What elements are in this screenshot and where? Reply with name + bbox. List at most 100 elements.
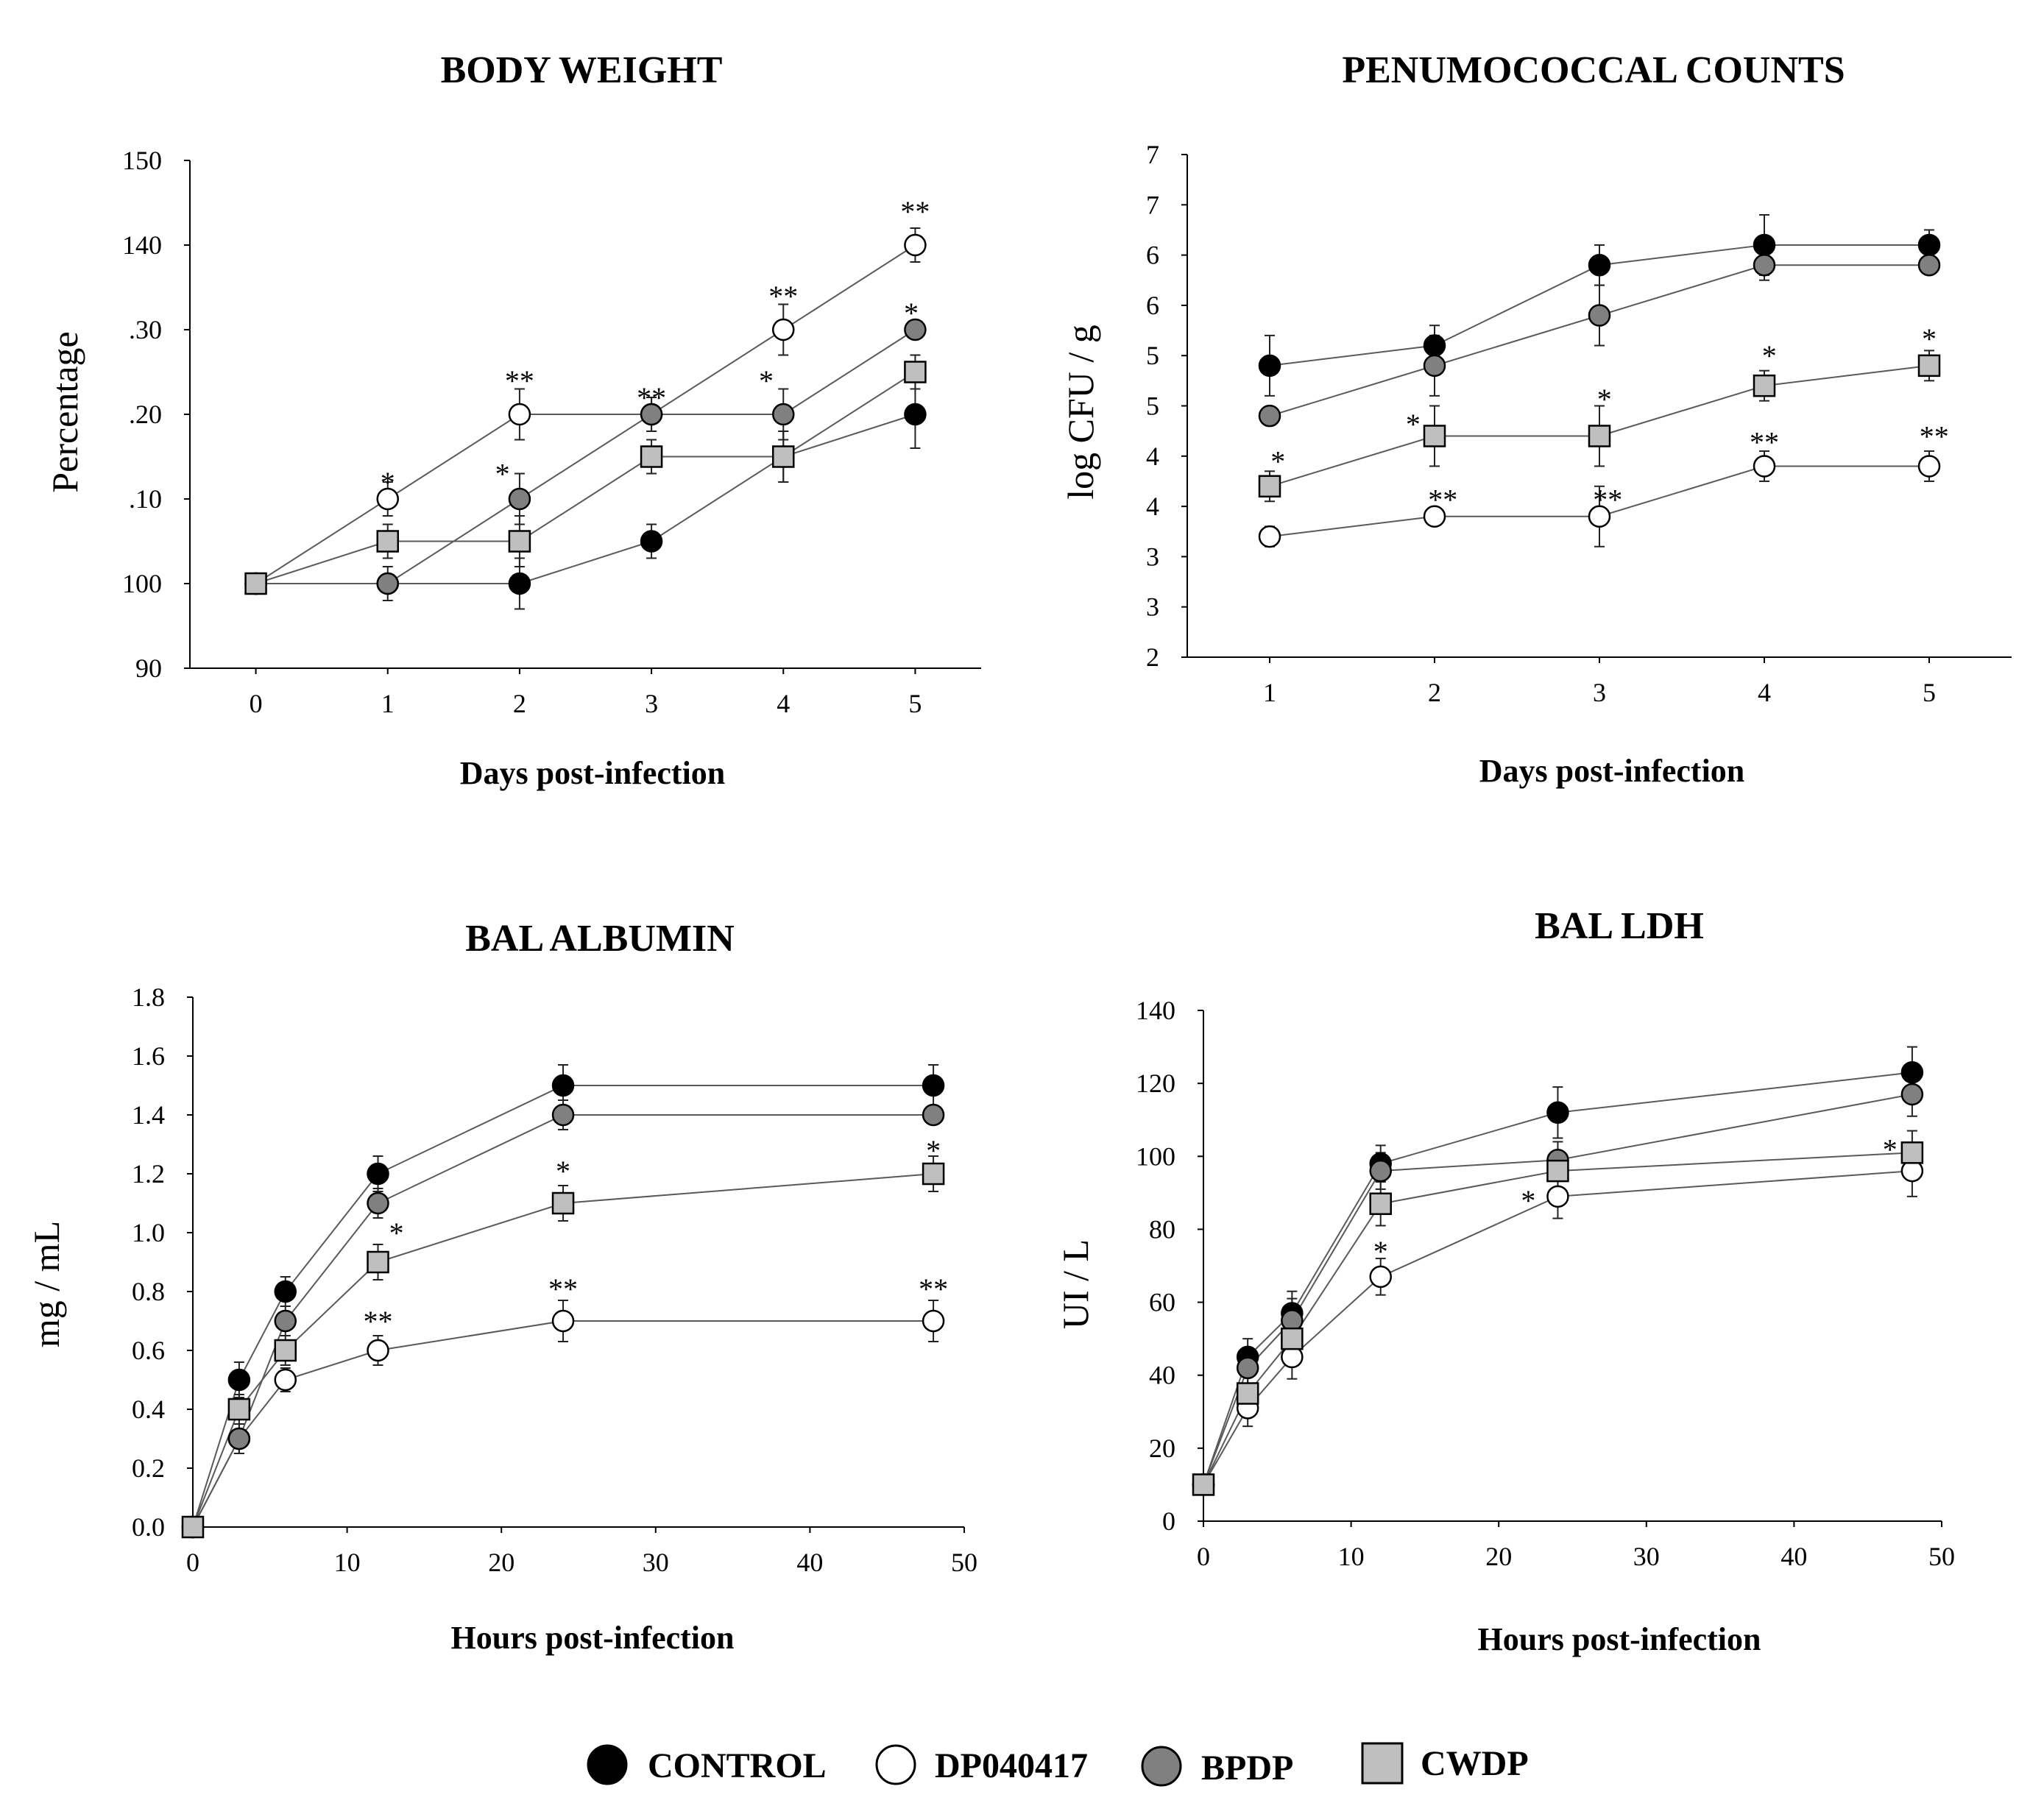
y-tick-label: 7: [1146, 190, 1159, 219]
data-point-bpdp: [1369, 1159, 1392, 1183]
legend-label-cwdp: CWDP: [1421, 1744, 1529, 1783]
x-tick-label: 4: [1758, 678, 1771, 707]
data-point-cwdp: [1369, 1192, 1392, 1215]
y-tick-label: 1.6: [132, 1041, 165, 1071]
data-point-cwdp: [1917, 354, 1941, 378]
data-point-control: [1588, 254, 1611, 277]
significance-marker: **: [1920, 419, 1949, 453]
x-axis-label: Hours post-infection: [451, 1620, 735, 1656]
legend-marker-bpdp: [1141, 1746, 1182, 1787]
y-axis-label: log CFU / g: [1060, 325, 1101, 500]
data-point-control: [1258, 354, 1281, 378]
data-point-bpdp: [1900, 1083, 1924, 1106]
legend-label-control: CONTROL: [648, 1746, 827, 1785]
significance-marker: *: [926, 1134, 941, 1167]
data-point-dp040417: [1423, 505, 1446, 528]
chart-title: BAL ALBUMIN: [465, 918, 735, 960]
data-point-bpdp: [1917, 254, 1941, 277]
significance-marker: *: [556, 1155, 570, 1188]
y-tick-label: 1.8: [132, 982, 165, 1012]
data-marks: [244, 227, 927, 610]
data-point-cwdp: [1281, 1327, 1304, 1350]
x-tick-label: 50: [951, 1548, 977, 1577]
significance-annotations: *********: [364, 1134, 949, 1338]
significance-marker: **: [1750, 426, 1779, 459]
significance-marker: *: [1597, 383, 1612, 416]
x-tick-label: 3: [645, 689, 658, 718]
data-point-dp040417: [508, 403, 531, 426]
data-point-bpdp: [274, 1309, 297, 1333]
data-point-dp040417: [551, 1309, 575, 1333]
legend-marker-control: [587, 1744, 628, 1785]
significance-marker: *: [1521, 1184, 1535, 1217]
tick-labels: 2 3 3 4 4 5 5 6 6 7 7 1 2 3 4 5: [1146, 140, 1936, 707]
x-tick-label: 30: [643, 1548, 669, 1577]
y-tick-label: 5: [1146, 392, 1159, 421]
data-point-cwdp: [1192, 1473, 1215, 1496]
data-point-cwdp: [922, 1162, 945, 1186]
significance-marker: **: [1428, 483, 1457, 517]
legend-item-dp040417: DP040417: [875, 1744, 1088, 1785]
x-tick-label: 50: [1928, 1542, 1955, 1571]
data-point-dp040417: [1369, 1265, 1392, 1289]
significance-marker: *: [759, 364, 774, 397]
data-point-cwdp: [1258, 475, 1281, 498]
x-tick-label: 20: [1485, 1542, 1512, 1571]
y-tick-label: 0: [1162, 1506, 1175, 1536]
y-tick-label: 1.2: [132, 1159, 165, 1189]
axes: [1198, 1010, 1942, 1527]
x-tick-label: 3: [1593, 678, 1606, 707]
y-tick-label: 40: [1149, 1361, 1175, 1390]
x-tick-label: 20: [488, 1548, 514, 1577]
y-tick-label: 0.8: [132, 1277, 165, 1306]
legend-marker-dp040417: [875, 1744, 916, 1785]
x-axis-label: Days post-infection: [1479, 753, 1745, 789]
y-tick-label: 140: [1136, 996, 1175, 1025]
chart-title: BAL LDH: [1535, 905, 1704, 947]
x-tick-label: 10: [334, 1548, 361, 1577]
y-tick-label: 60: [1149, 1288, 1175, 1317]
data-point-cwdp: [1753, 374, 1776, 397]
panel-bal-albumin: BAL ALBUMIN mg / mL Hours post-infection…: [26, 918, 977, 1656]
y-tick-label: .20: [129, 400, 162, 429]
y-tick-label: 100: [1136, 1141, 1175, 1171]
y-tick-label: .10: [129, 484, 162, 514]
series-line-bpdp: [255, 329, 916, 584]
y-tick-label: 120: [1136, 1069, 1175, 1098]
legend-marker-cwdp: [1361, 1742, 1404, 1785]
x-tick-label: 5: [1923, 678, 1936, 707]
data-point-cwdp: [1236, 1382, 1259, 1405]
data-point-dp040417: [922, 1309, 945, 1333]
significance-marker: **: [364, 1305, 393, 1338]
y-tick-label: 2: [1146, 642, 1159, 672]
significance-marker: **: [505, 364, 534, 397]
data-point-bpdp: [1753, 254, 1776, 277]
y-tick-label: .30: [129, 315, 162, 344]
axes: [184, 160, 981, 674]
significance-annotations: * * *: [1373, 1133, 1898, 1268]
data-marks: [1258, 213, 1941, 548]
data-point-dp040417: [772, 318, 795, 341]
x-tick-label: 2: [513, 689, 526, 718]
data-point-control: [367, 1162, 389, 1186]
data-point-control: [1753, 233, 1776, 257]
x-tick-label: 40: [796, 1548, 823, 1577]
data-point-control: [1917, 233, 1941, 257]
x-tick-label: 1: [1263, 678, 1276, 707]
data-point-bpdp: [551, 1103, 575, 1127]
data-point-control: [1423, 334, 1446, 357]
y-axis-label: UI / L: [1055, 1239, 1096, 1329]
legend-item-bpdp: BPDP: [1141, 1746, 1293, 1788]
significance-marker: **: [637, 381, 666, 414]
data-point-dp040417: [1753, 455, 1776, 478]
y-tick-label: 6: [1146, 241, 1159, 270]
data-point-dp040417: [1546, 1185, 1569, 1208]
significance-marker: *: [1373, 1235, 1388, 1268]
y-tick-label: 20: [1149, 1434, 1175, 1463]
tick-labels: 90 100 .10 .20 .30 140 150 0 1 2 3 4 5: [122, 146, 922, 718]
y-tick-label: 3: [1146, 592, 1159, 622]
y-tick-label: 0.2: [132, 1453, 165, 1483]
data-marks: [1192, 1046, 1924, 1496]
significance-marker: *: [1270, 445, 1285, 478]
